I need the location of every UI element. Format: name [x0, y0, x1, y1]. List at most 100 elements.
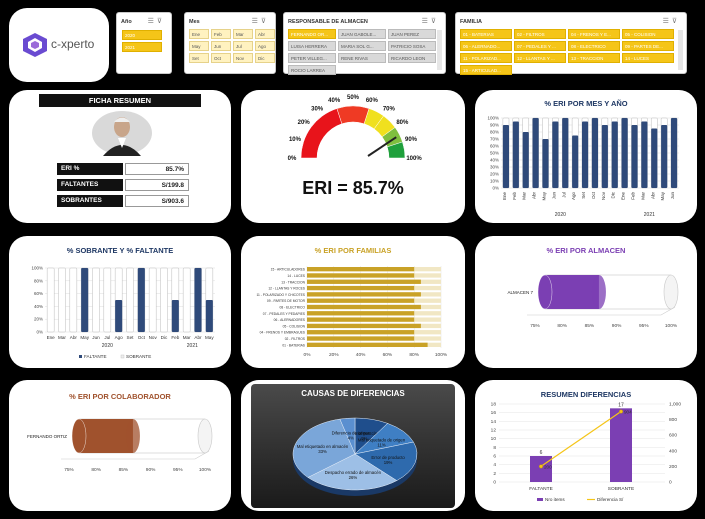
- y-tick-label: 10: [491, 436, 497, 442]
- eri-colaborador-card: % ERI POR COLABORADOR FERNANDO ORTIZ 75% 8…: [9, 380, 231, 511]
- y2-tick-label: 600: [669, 433, 677, 439]
- slicer-filter-icon[interactable]: ☰⊽: [147, 18, 165, 25]
- pie-slice: [354, 441, 418, 481]
- slicer-option-familia[interactable]: 15 - ARTICULAD...: [460, 65, 512, 75]
- slicer-option-mes[interactable]: Dic: [255, 53, 275, 63]
- slicer-option-mes[interactable]: Oct: [211, 53, 231, 63]
- legend-label: Nro items: [545, 497, 565, 502]
- slicer-responsable-title: RESPONSABLE DE ALMACEN: [288, 19, 368, 25]
- slicer-option-familia[interactable]: 07 - PEDALES Y ...: [514, 41, 566, 51]
- slicer-option-responsable[interactable]: JUAN GABOLE...: [338, 29, 386, 39]
- slicer-option-responsable[interactable]: FERNANDO OR...: [288, 29, 336, 39]
- chart-title: % ERI POR COLABORADOR: [69, 392, 171, 401]
- slicer-option-responsable[interactable]: ROCIO LARREA: [288, 65, 336, 75]
- y-tick-label: 09 - PARTES DE MOTOR: [267, 299, 306, 303]
- slicer-responsable[interactable]: RESPONSABLE DE ALMACEN ☰⊽ FERNANDO OR...…: [283, 12, 446, 75]
- y-tick-label: 20%: [34, 317, 43, 322]
- slicer-option-responsable[interactable]: RENE RIVAS: [338, 53, 386, 63]
- x-tick-label: 75%: [530, 323, 540, 329]
- bar: [307, 273, 415, 278]
- slicer-option-responsable[interactable]: PATRICIO SOSA: [388, 41, 436, 51]
- bar: [601, 125, 608, 188]
- ficha-metric-value: S/199.8: [125, 179, 189, 191]
- slicer-option-mes[interactable]: Nov: [233, 53, 253, 63]
- slicer-option-familia[interactable]: 11 - POLARIZAD...: [460, 53, 512, 63]
- slicer-anio[interactable]: Año ☰⊽ 2020 2021: [116, 12, 172, 74]
- x-tick-label: Mar: [522, 191, 527, 199]
- x-tick-label: Abr: [532, 192, 537, 200]
- gauge-tick-label: 0%: [288, 156, 297, 162]
- pie-label: Mal etiquetado en almacén 33%: [297, 444, 349, 454]
- bar: [572, 135, 579, 188]
- data-label: 6: [540, 450, 543, 456]
- bar: [610, 408, 632, 482]
- slicer-option-responsable[interactable]: RICARDO LEON: [388, 53, 436, 63]
- y-tick-label: 2: [493, 471, 496, 477]
- logo-text: c-xperto: [51, 37, 95, 51]
- slicer-option[interactable]: 2020: [122, 30, 162, 40]
- slicer-option-responsable[interactable]: JUAN PEREZ: [388, 29, 436, 39]
- group-label: 2020: [102, 343, 113, 349]
- slicer-option-familia[interactable]: 05 - COLISION: [622, 29, 674, 39]
- y-tick-label: 40%: [490, 158, 499, 163]
- slicer-option-familia[interactable]: 06 - ALERNADO...: [460, 41, 512, 51]
- x-tick-label: Ene: [502, 192, 507, 201]
- x-tick-label: 80%: [91, 467, 101, 473]
- slicer-filter-icon[interactable]: ☰⊽: [421, 18, 439, 25]
- x-tick-label: 60%: [383, 352, 393, 358]
- scrollbar[interactable]: [437, 30, 442, 70]
- x-tick-label: Dic: [611, 191, 616, 198]
- y-tick-label: 60%: [490, 144, 499, 149]
- gauge-segment: [386, 141, 406, 159]
- category-label: ALMACEN 7: [507, 290, 533, 295]
- slicer-filter-icon[interactable]: ☰⊽: [251, 18, 269, 25]
- slicer-option-familia[interactable]: 12 - LLANTAS Y ...: [514, 53, 566, 63]
- pie-label: Error de producto 19%: [371, 455, 405, 465]
- group-label: 2021: [644, 212, 655, 218]
- bar: [611, 121, 618, 188]
- eri-mes-chart: 0% 10% 20% 30% 40% 50% 60% 70% 80% 90% 100% Ene Feb M…: [487, 116, 679, 218]
- slicer-option[interactable]: 2021: [122, 42, 162, 52]
- slicer-mes[interactable]: Mes ☰⊽ Ene Feb Mar Abr May Jun Jul Ago Set Oct Nov…: [184, 12, 276, 74]
- bar-sobrante: [92, 267, 100, 333]
- bar: [307, 336, 415, 341]
- slicer-option-mes[interactable]: Jun: [211, 41, 231, 51]
- x-tick-label: Abr: [194, 335, 202, 340]
- slicer-option-familia[interactable]: 04 - FRENOS Y E...: [568, 29, 620, 39]
- bar-sobrante: [148, 267, 157, 333]
- cylinder-fill: [545, 275, 599, 309]
- slicer-familia[interactable]: FAMILIA ☰⊽ 01 - BATERIAS 02 - FILTROS 04 -…: [455, 12, 687, 75]
- slicer-option-mes[interactable]: Set: [189, 53, 209, 63]
- slicer-option-responsable[interactable]: LUISA HERRERA: [288, 41, 336, 51]
- y-tick-label: 14: [491, 419, 497, 425]
- slicer-option-familia[interactable]: 02 - FILTROS: [514, 29, 566, 39]
- slicer-option-responsable[interactable]: PETER VILLEG...: [288, 53, 336, 63]
- x-tick-label: Set: [127, 335, 135, 340]
- eri-colaborador-chart: FERNANDO ORTIZ 75% 80% 85% 90% 95% 100%: [27, 418, 213, 473]
- slicer-option-mes[interactable]: May: [189, 41, 209, 51]
- gauge-tick-label: 90%: [405, 137, 418, 143]
- slicer-option-mes[interactable]: Jul: [233, 41, 253, 51]
- slicer-option-familia[interactable]: 13 - TRACCION: [568, 53, 620, 63]
- slicer-option-familia[interactable]: 09 - PARTES DE...: [622, 41, 674, 51]
- slicer-option-mes[interactable]: Ene: [189, 29, 209, 39]
- slicer-option-mes[interactable]: Mar: [233, 29, 253, 39]
- slicer-option-mes[interactable]: Abr: [255, 29, 275, 39]
- bar: [641, 121, 648, 188]
- slicer-option-mes[interactable]: Ago: [255, 41, 275, 51]
- cylinder-cap: [197, 418, 213, 454]
- bar-faltante: [81, 268, 89, 332]
- slicer-option-familia[interactable]: 14 - LUCES: [622, 53, 674, 63]
- slicer-option-familia[interactable]: 01 - BATERIAS: [460, 29, 512, 39]
- bar: [542, 139, 549, 188]
- gauge-segment: [336, 105, 370, 125]
- bar-faltante: [137, 268, 145, 332]
- slicer-filter-icon[interactable]: ☰⊽: [662, 18, 680, 25]
- slicer-option-mes[interactable]: Feb: [211, 29, 231, 39]
- scrollbar[interactable]: [678, 30, 683, 70]
- gauge-caption: ERI = 85.7%: [302, 178, 404, 198]
- x-tick-label: 100%: [435, 352, 448, 358]
- y-tick-label: 4: [493, 462, 496, 468]
- slicer-option-responsable[interactable]: MARIA SOL G...: [338, 41, 386, 51]
- slicer-option-familia[interactable]: 08 - ELECTRICO: [568, 41, 620, 51]
